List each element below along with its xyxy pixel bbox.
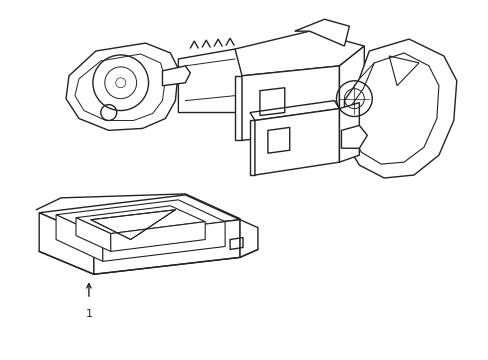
Polygon shape: [344, 39, 456, 178]
Polygon shape: [242, 66, 339, 140]
Polygon shape: [56, 215, 102, 261]
Polygon shape: [102, 222, 224, 261]
Polygon shape: [111, 222, 205, 251]
Polygon shape: [339, 103, 359, 162]
Polygon shape: [294, 19, 349, 46]
Polygon shape: [94, 220, 240, 274]
Polygon shape: [39, 213, 94, 274]
Polygon shape: [254, 109, 339, 175]
Polygon shape: [341, 125, 366, 148]
Polygon shape: [56, 200, 224, 237]
Polygon shape: [240, 220, 257, 257]
Polygon shape: [162, 66, 190, 86]
Polygon shape: [178, 49, 242, 113]
Polygon shape: [351, 53, 438, 164]
Polygon shape: [249, 121, 254, 175]
Polygon shape: [76, 206, 205, 234]
Circle shape: [116, 78, 125, 88]
Polygon shape: [235, 31, 364, 76]
Polygon shape: [249, 100, 339, 121]
Polygon shape: [235, 76, 242, 140]
Polygon shape: [66, 43, 178, 130]
Text: 1: 1: [85, 309, 92, 319]
Polygon shape: [39, 195, 240, 237]
Polygon shape: [339, 46, 364, 130]
Polygon shape: [76, 218, 111, 251]
